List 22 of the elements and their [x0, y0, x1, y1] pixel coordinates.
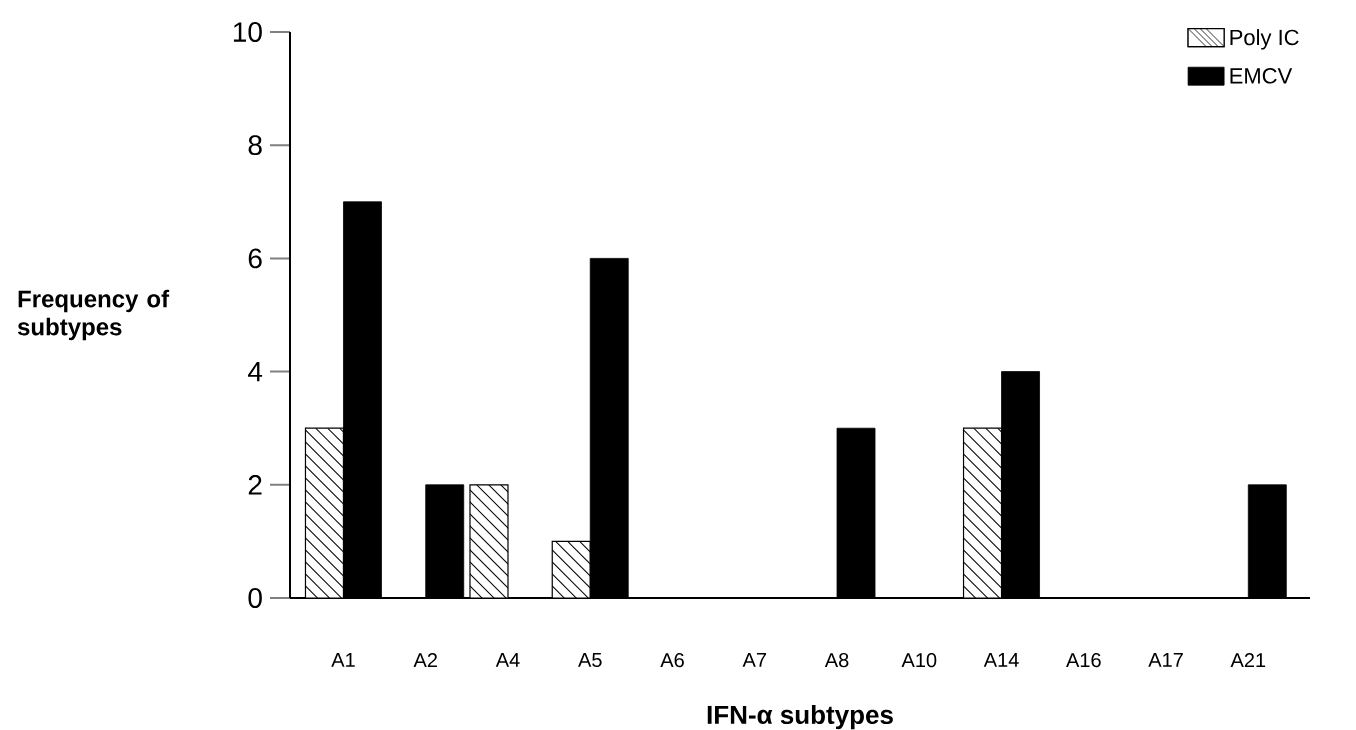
y-tick-label: 8 [248, 135, 262, 156]
x-axis-title: IFN-α subtypes [707, 704, 893, 730]
y-tick-label: 6 [248, 248, 262, 269]
x-tick-label: A21 [1230, 653, 1266, 668]
x-tick-label: A17 [1148, 653, 1183, 667]
x-tick-label: A4 [495, 653, 520, 667]
y-tick-label: 10 [233, 22, 262, 42]
x-tick-label: A7 [742, 653, 766, 667]
y-axis-title: Frequency of subtypes [17, 289, 170, 341]
x-tick-label: A2 [413, 653, 437, 668]
x-tick-label: A6 [660, 653, 684, 668]
x-tick-label: A1 [331, 653, 355, 667]
x-tick-label: A10 [901, 653, 937, 668]
y-tick-label: 0 [248, 588, 262, 608]
legend-label: Poly IC [1230, 29, 1299, 50]
y-tick-label: 2 [248, 475, 262, 495]
x-tick-label: A14 [983, 653, 1019, 667]
x-tick-label: A16 [1066, 653, 1101, 668]
x-tick-label: A5 [578, 653, 602, 668]
y-tick-label: 4 [247, 361, 263, 382]
legend-label: EMCV [1230, 68, 1293, 84]
x-tick-label: A8 [824, 653, 849, 668]
